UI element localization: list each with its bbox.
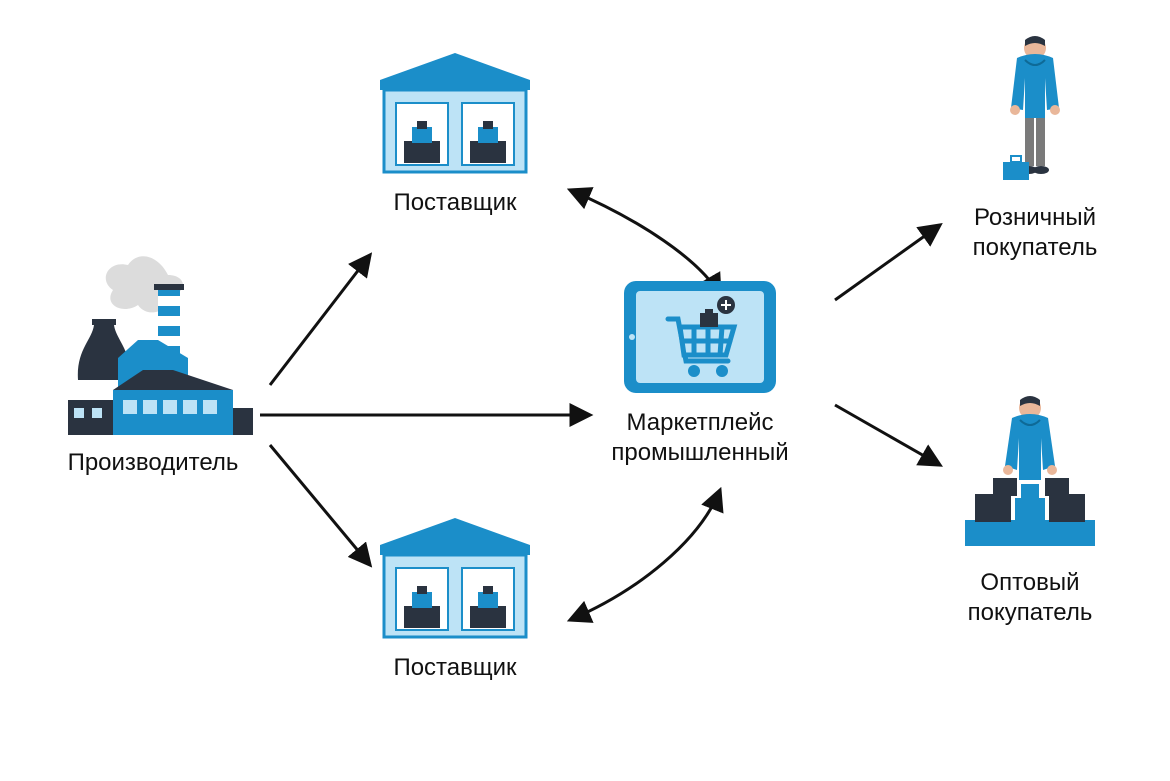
warehouse-icon [370, 45, 540, 180]
retail-buyer-label: Розничный покупатель [973, 203, 1098, 263]
edge-market-to-whole [835, 405, 940, 465]
manufacturer-label: Производитель [68, 448, 239, 478]
person-wholesale-icon [945, 390, 1115, 560]
person-retail-icon [975, 30, 1095, 195]
node-manufacturer: Производитель [48, 240, 258, 478]
edge-mfr-to-sup-bot [270, 445, 370, 565]
supplier-bottom-label: Поставщик [393, 653, 516, 683]
node-supplier-bottom: Поставщик [370, 510, 540, 683]
edge-market-to-retail [835, 225, 940, 300]
node-marketplace: Маркетплейс промышленный [600, 275, 800, 468]
edge-mfr-to-sup-top [270, 255, 370, 385]
node-supplier-top: Поставщик [370, 45, 540, 218]
diagram-canvas: Производитель Поставщик [0, 0, 1170, 781]
node-wholesale-buyer: Оптовый покупатель [940, 390, 1120, 628]
edge-sup-bot-market [570, 490, 720, 620]
node-retail-buyer: Розничный покупатель [955, 30, 1115, 263]
wholesale-buyer-label: Оптовый покупатель [968, 568, 1093, 628]
warehouse-icon [370, 510, 540, 645]
marketplace-label: Маркетплейс промышленный [611, 408, 788, 468]
tablet-cart-icon [620, 275, 780, 400]
factory-icon [48, 240, 258, 440]
supplier-top-label: Поставщик [393, 188, 516, 218]
